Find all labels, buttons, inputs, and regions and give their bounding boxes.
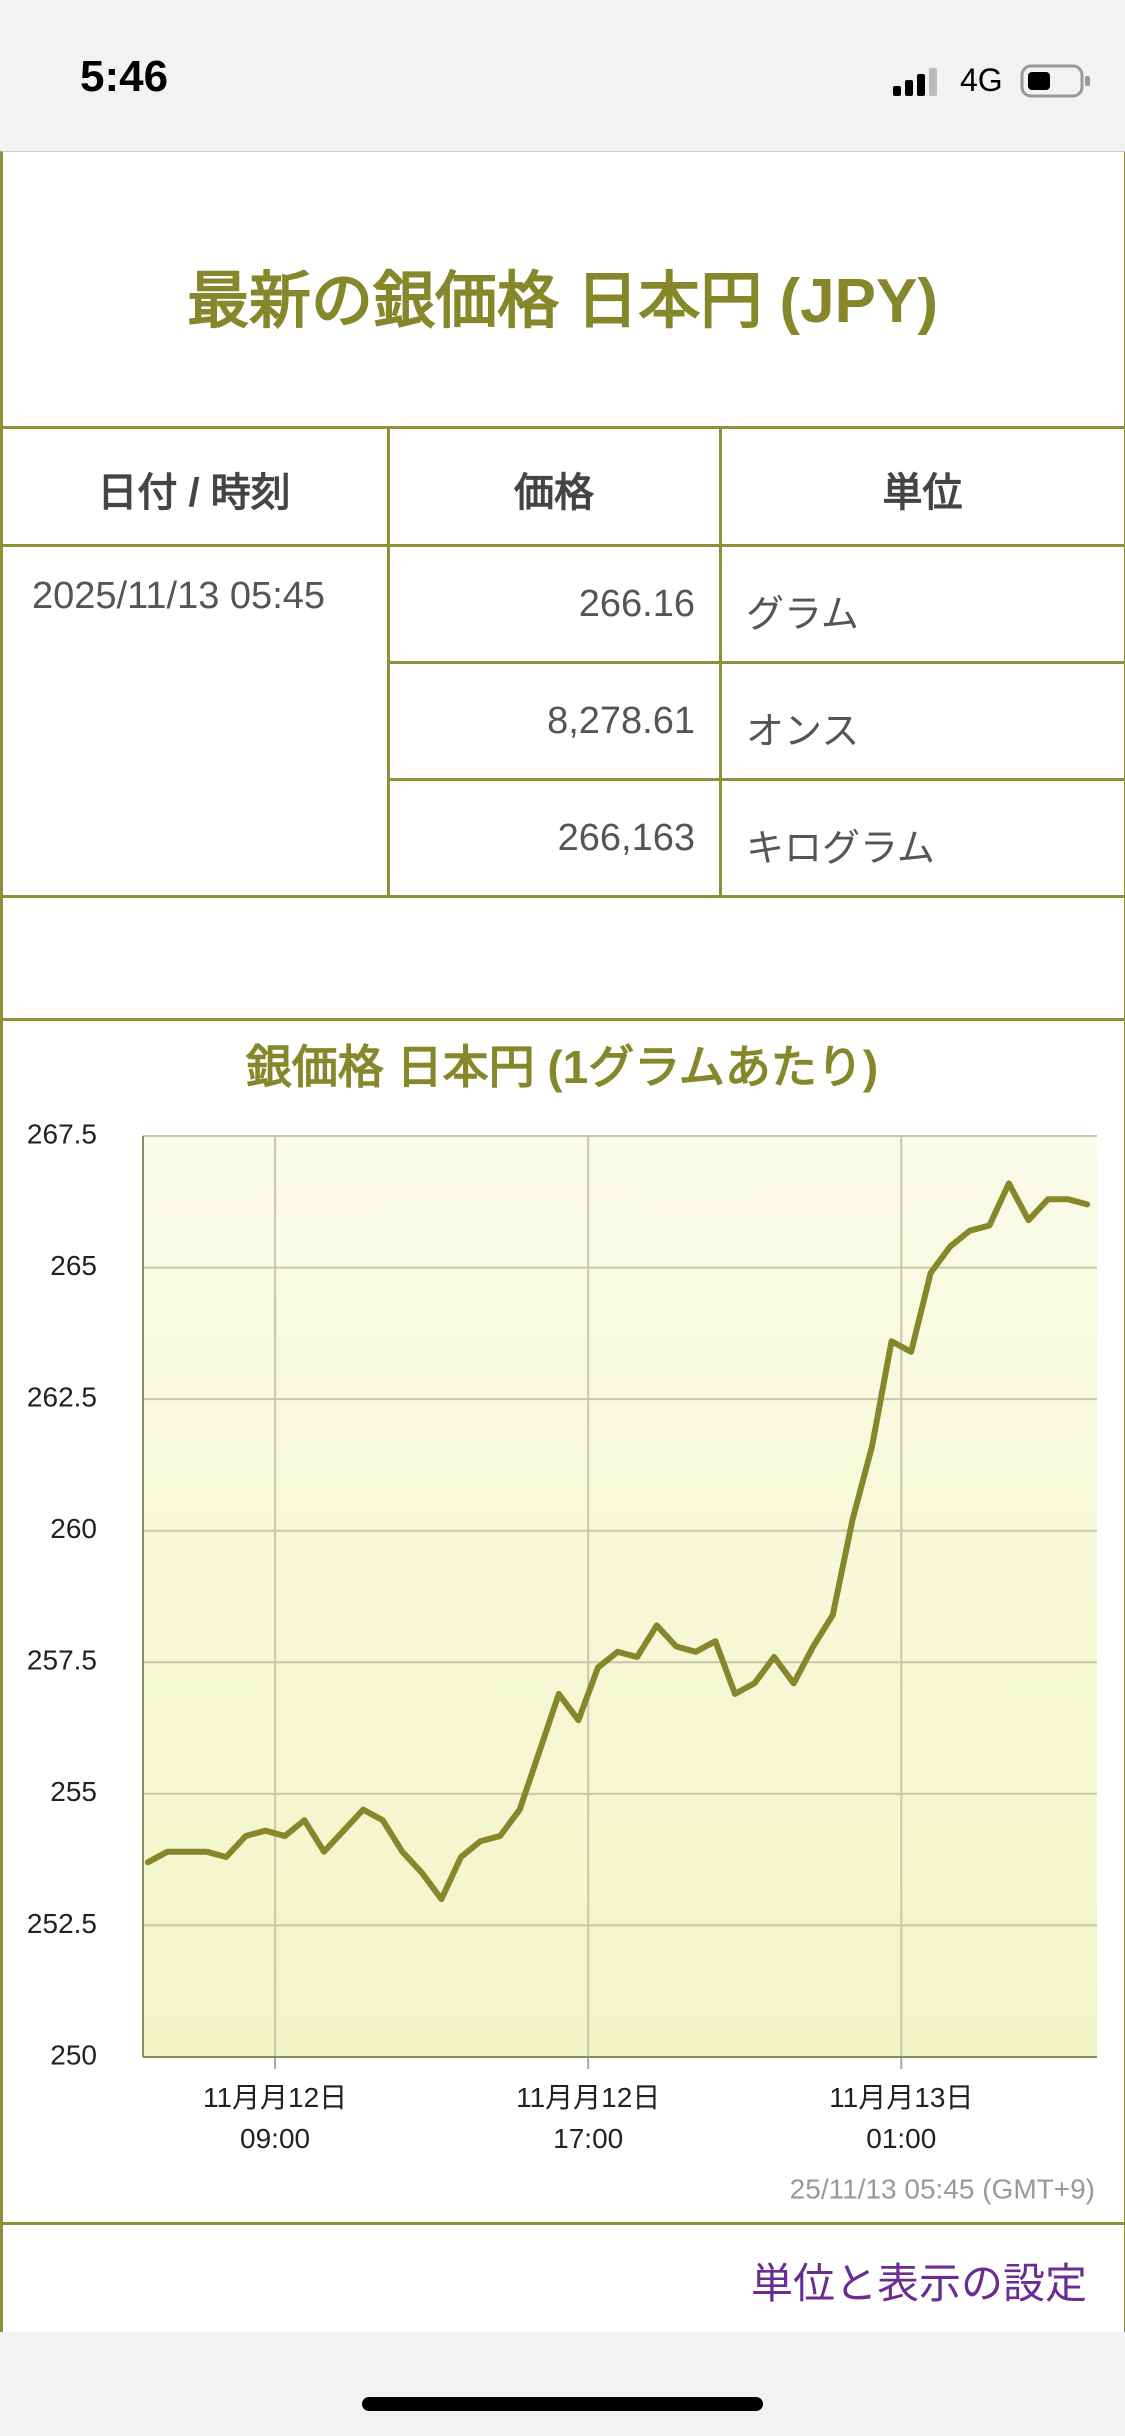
status-bar: 5:46 4G <box>0 0 1125 151</box>
y-tick-label: 252.5 <box>27 1908 97 1939</box>
column-header: 単位 <box>882 471 963 515</box>
divider <box>388 778 1125 781</box>
divider <box>0 426 1125 429</box>
column-header: 価格 <box>514 471 594 515</box>
home-indicator <box>362 2397 763 2411</box>
price-cell: 8,278.61 <box>547 700 695 742</box>
unit-cell: キログラム <box>746 828 935 870</box>
column-header: 日付 / 時刻 <box>97 471 291 515</box>
divider <box>0 895 1125 898</box>
divider <box>0 544 1125 547</box>
divider <box>387 427 390 897</box>
y-tick-label: 255 <box>50 1776 97 1807</box>
y-tick-label: 262.5 <box>27 1382 97 1413</box>
x-axis-labels: 11月月12日 09:00 11月月12日 17:00 11月月13日 01:00 <box>0 1021 1125 2221</box>
x-tick-label: 11月月13日 01:00 <box>829 2082 974 2154</box>
price-line <box>144 1180 1091 1903</box>
signal-icon <box>893 68 937 96</box>
chart: 銀価格 日本円 (1グラムあたり) 25/11/13 05:45 (GMT+9)… <box>27 1041 1097 2204</box>
page-title: 最新の銀価格 日本円 (JPY) <box>187 267 938 336</box>
clock: 5:46 <box>80 52 169 101</box>
settings-link[interactable]: 単位と表示の設定 <box>750 2260 1087 2307</box>
plot-area <box>143 1136 1097 2057</box>
y-tick-label: 267.5 <box>27 1118 97 1149</box>
price-cell: 266.16 <box>578 583 695 625</box>
divider <box>719 427 722 897</box>
network-type: 4G <box>960 62 1003 98</box>
price-cell: 266,163 <box>557 817 695 859</box>
y-tick-label: 257.5 <box>27 1645 97 1676</box>
chart-title: 銀価格 日本円 (1グラムあたり) <box>245 1041 878 1093</box>
y-tick-label: 265 <box>50 1250 97 1281</box>
battery-icon <box>1020 64 1090 98</box>
divider <box>0 2222 1125 2225</box>
divider <box>388 661 1125 664</box>
x-tick-label: 11月月12日 09:00 <box>202 2082 348 2154</box>
unit-cell: オンス <box>746 711 860 753</box>
y-tick-label: 260 <box>50 1513 97 1544</box>
chart-footnote: 25/11/13 05:45 (GMT+9) <box>790 2173 1095 2204</box>
x-tick-label: 11月月12日 17:00 <box>516 2082 661 2154</box>
date-cell: 2025/11/13 05:45 <box>32 575 326 617</box>
unit-cell: グラム <box>746 594 859 636</box>
y-tick-label: 250 <box>50 2039 97 2070</box>
divider <box>0 1018 1125 1021</box>
